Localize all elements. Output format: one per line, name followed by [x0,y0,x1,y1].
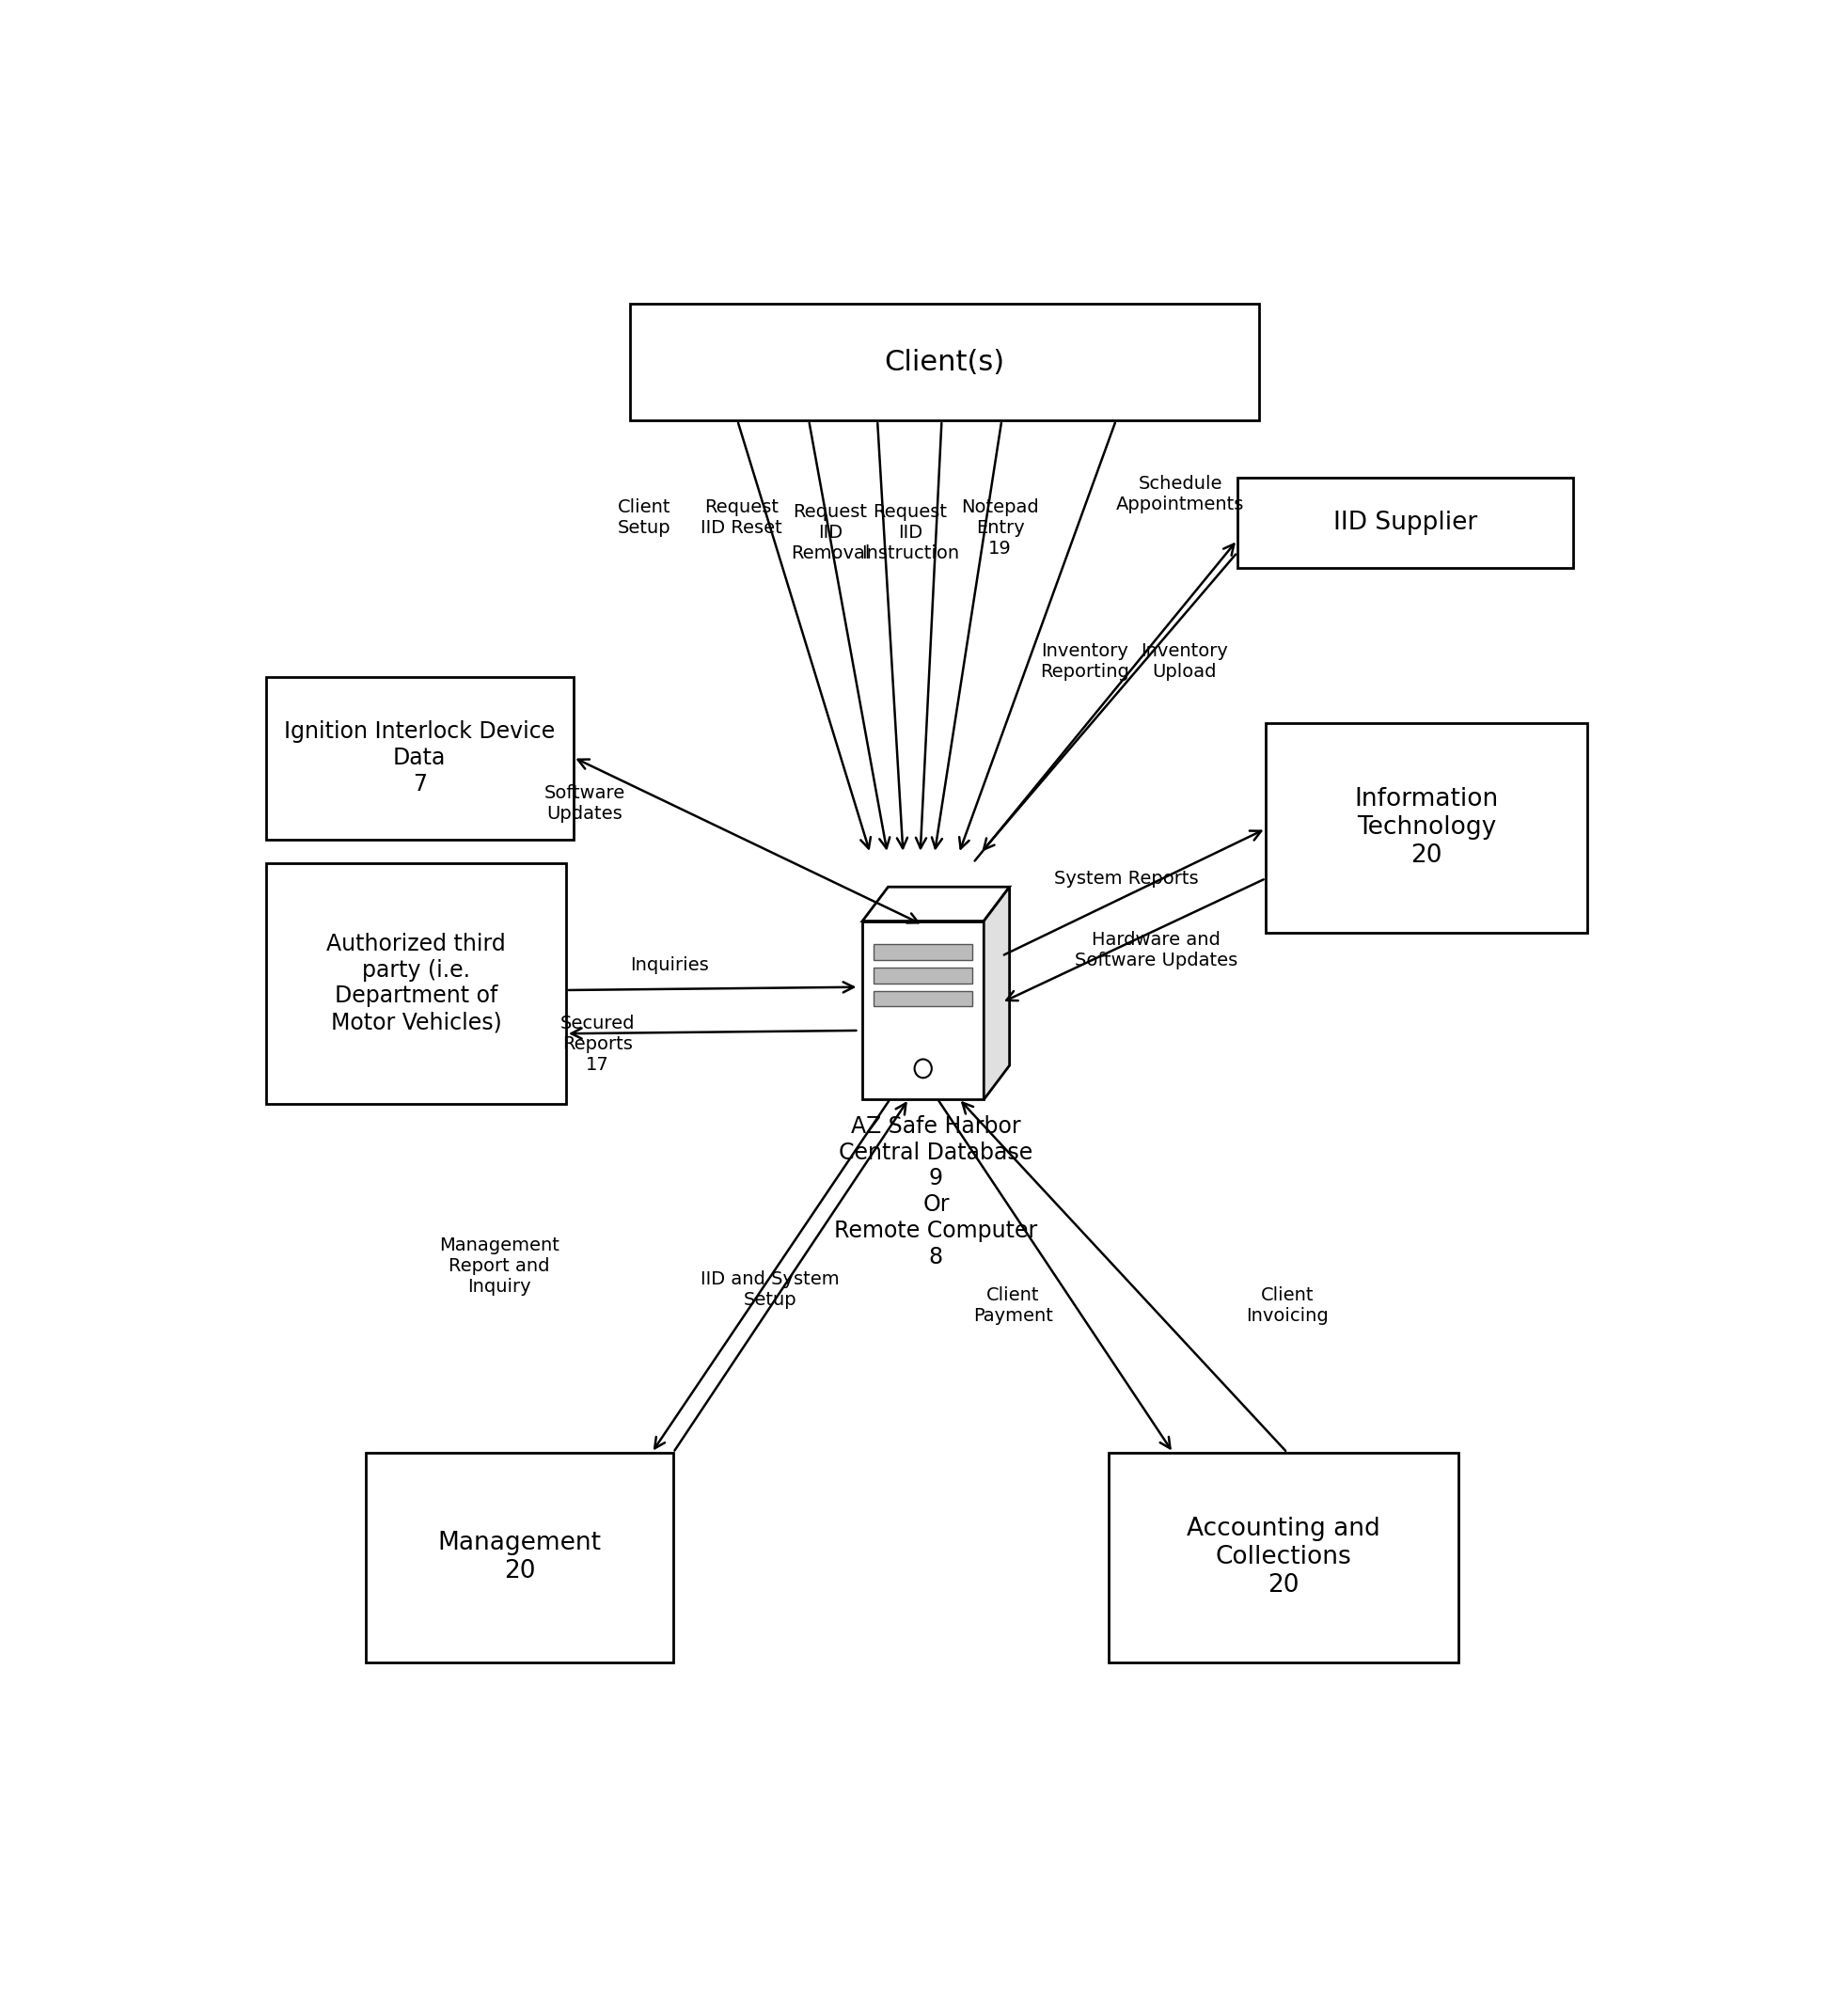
Text: Client
Invoicing: Client Invoicing [1246,1286,1329,1325]
Text: Request
IID
Instruction: Request IID Instruction [861,502,958,562]
Text: Management
Report and
Inquiry: Management Report and Inquiry [439,1238,558,1296]
Text: Client
Setup: Client Setup [617,498,671,536]
Text: IID and System
Setup: IID and System Setup [700,1270,840,1308]
Text: Request
IID
Removal: Request IID Removal [791,502,870,562]
FancyBboxPatch shape [630,304,1259,421]
FancyBboxPatch shape [1109,1454,1460,1663]
FancyBboxPatch shape [265,863,566,1103]
Text: Request
IID Reset: Request IID Reset [700,498,783,536]
Text: IID Supplier: IID Supplier [1332,510,1478,534]
FancyBboxPatch shape [874,943,973,960]
FancyBboxPatch shape [367,1454,673,1663]
Text: Client
Payment: Client Payment [973,1286,1052,1325]
Text: Management
20: Management 20 [439,1532,601,1585]
Text: AZ Safe Harbor
Central Database
9
Or
Remote Computer
8: AZ Safe Harbor Central Database 9 Or Rem… [835,1115,1038,1268]
Text: Hardware and
Software Updates: Hardware and Software Updates [1074,931,1237,970]
Text: Inventory
Upload: Inventory Upload [1141,641,1227,679]
Text: Ignition Interlock Device
Data
7: Ignition Interlock Device Data 7 [284,720,555,796]
Polygon shape [863,887,1010,921]
FancyBboxPatch shape [265,677,573,839]
Text: Secured
Reports
17: Secured Reports 17 [560,1014,634,1075]
Text: Inventory
Reporting: Inventory Reporting [1039,641,1130,679]
Circle shape [914,1058,933,1079]
Text: Accounting and
Collections
20: Accounting and Collections 20 [1187,1518,1380,1599]
FancyBboxPatch shape [863,921,984,1099]
Text: System Reports: System Reports [1054,869,1198,887]
Text: Authorized third
party (i.e.
Department of
Motor Vehicles): Authorized third party (i.e. Department … [326,933,505,1034]
FancyBboxPatch shape [874,968,973,984]
FancyBboxPatch shape [1237,478,1572,569]
Text: Inquiries: Inquiries [630,956,710,974]
FancyBboxPatch shape [1266,724,1587,933]
Text: Client(s): Client(s) [885,349,1004,375]
Text: Information
Technology
20: Information Technology 20 [1355,788,1498,869]
Text: Schedule
Appointments: Schedule Appointments [1117,476,1244,514]
Text: Notepad
Entry
19: Notepad Entry 19 [962,498,1039,556]
Polygon shape [984,887,1010,1099]
FancyBboxPatch shape [874,992,973,1006]
Text: Software
Updates: Software Updates [544,784,625,823]
